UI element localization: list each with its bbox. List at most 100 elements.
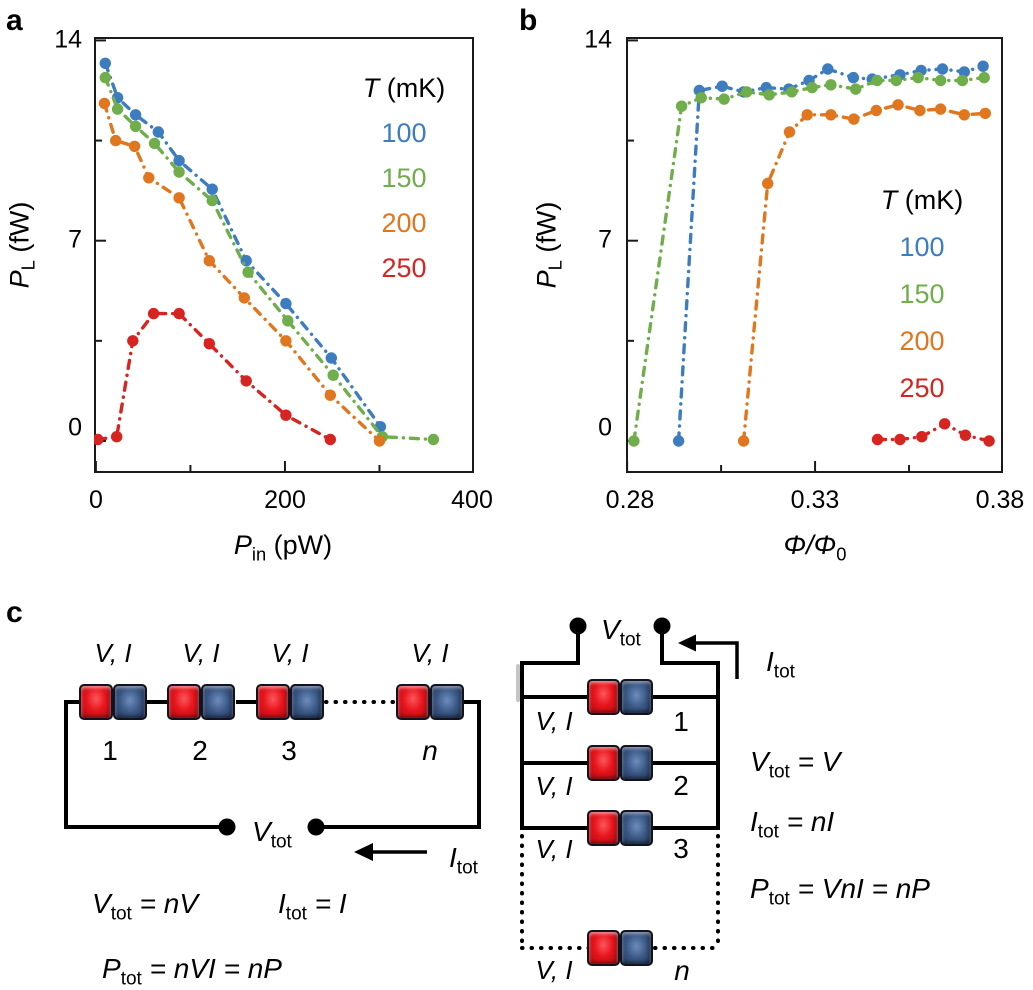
parallel-left-rail <box>520 626 580 830</box>
data-point-150 <box>628 435 640 447</box>
series-number-1: 1 <box>102 735 118 766</box>
parallel-right-rail <box>660 626 720 830</box>
data-point-100 <box>822 63 834 75</box>
panel-a-ytick-0: 0 <box>68 413 82 442</box>
data-point-200 <box>848 113 860 125</box>
panel-c-label: c <box>6 596 23 629</box>
data-point-250 <box>916 431 928 443</box>
panel-a-xtick-200: 200 <box>264 486 306 514</box>
data-point-200 <box>128 140 141 152</box>
panel-b-ytick-14: 14 <box>584 25 612 54</box>
data-point-150 <box>695 92 707 104</box>
panel-b-ytick-7: 7 <box>598 225 612 254</box>
circuit-wiring <box>64 617 739 950</box>
scrollbar-thumb[interactable] <box>516 664 520 702</box>
data-point-200 <box>892 99 904 111</box>
parallel-equation-ptot: Ptot = VnI = nP <box>750 873 930 910</box>
data-point-200 <box>98 97 111 110</box>
panel-b-plot <box>626 37 1003 473</box>
legend-item-150: 150 <box>381 163 427 193</box>
data-point-150 <box>173 166 185 178</box>
panel-a-xtick-0: 0 <box>89 486 103 514</box>
data-point-250 <box>173 307 185 320</box>
data-point-150 <box>242 266 254 278</box>
data-point-150 <box>912 71 924 84</box>
panel-a-plot <box>94 37 474 473</box>
data-point-250 <box>203 338 215 350</box>
data-point-150 <box>763 89 775 101</box>
panel-b-xtick-028: 0.28 <box>605 486 655 514</box>
panel-a-ytick-7: 7 <box>68 225 82 254</box>
data-point-150 <box>148 137 161 150</box>
panel-b-xtick-033: 0.33 <box>790 486 840 514</box>
data-point-250 <box>280 409 292 421</box>
parallel-number-1: 1 <box>673 706 689 737</box>
device-blue-square <box>620 745 653 781</box>
data-point-100 <box>847 71 860 84</box>
legend-item-250: 250 <box>381 253 427 283</box>
parallel-number-3: 3 <box>673 833 689 864</box>
parallel-vi-label-1: V, I <box>535 706 573 736</box>
data-point-250 <box>939 418 951 430</box>
data-point-200 <box>958 109 970 121</box>
panel-a-ytick-14: 14 <box>54 25 82 54</box>
legend-title: T (mK) <box>880 185 964 215</box>
legend-item-200: 200 <box>381 208 427 238</box>
data-point-150 <box>741 86 753 98</box>
data-point-150 <box>718 93 730 105</box>
data-point-150 <box>327 369 339 381</box>
data-point-250 <box>111 431 123 443</box>
data-point-150 <box>99 71 111 84</box>
data-point-150 <box>934 74 947 87</box>
data-point-100 <box>280 297 292 310</box>
data-point-100 <box>716 80 728 92</box>
data-point-200 <box>737 435 750 447</box>
series-right-wire <box>316 700 481 829</box>
panel-a-label: a <box>6 4 23 37</box>
legend-item-150: 150 <box>899 279 945 309</box>
data-point-100 <box>240 255 252 267</box>
panel-b-label: b <box>519 4 538 37</box>
parallel-itot-label: Itot <box>766 646 795 683</box>
parallel-current-arrow-shaft <box>693 641 739 679</box>
data-point-200 <box>801 109 813 121</box>
data-point-100 <box>977 60 989 72</box>
data-point-200 <box>203 255 215 267</box>
data-point-100 <box>152 126 164 138</box>
device-red-square <box>396 684 430 720</box>
device-blue-square <box>113 684 147 720</box>
device-red-square <box>587 930 620 966</box>
data-point-100 <box>173 154 185 167</box>
legend-item-100: 100 <box>381 118 427 148</box>
data-point-200 <box>914 104 926 117</box>
parallel-number-n: n <box>674 955 690 986</box>
series-line-200 <box>102 101 382 443</box>
data-point-150 <box>806 81 818 94</box>
series-terminal-right <box>307 818 325 836</box>
data-point-150 <box>427 433 440 446</box>
series-vi-label-n: V, I <box>411 638 449 668</box>
panel-b-legend: T (mK) 100 150 200 250 <box>881 185 963 404</box>
parallel-current-arrow-head <box>678 634 696 652</box>
parallel-vi-label-2: V, I <box>535 771 573 801</box>
data-point-200 <box>173 192 185 204</box>
data-point-200 <box>934 103 947 115</box>
data-point-250 <box>147 307 160 320</box>
device-red-square <box>587 679 620 715</box>
data-point-150 <box>675 100 688 112</box>
legend-item-200: 200 <box>899 326 945 356</box>
data-point-150 <box>825 79 837 91</box>
data-point-200 <box>143 172 155 184</box>
data-point-200 <box>825 109 837 121</box>
series-line-250 <box>96 311 332 442</box>
device-red-square <box>167 684 201 720</box>
data-point-250 <box>894 433 906 446</box>
series-vtot-label: Vtot <box>252 816 292 853</box>
legend-title: T (mK) <box>362 73 446 103</box>
data-point-150 <box>850 83 862 95</box>
series-itot-label: Itot <box>449 842 478 879</box>
panel-a-x-axis-title: Pin (pW) <box>233 530 333 565</box>
series-equation-itot: Itot = I <box>278 888 347 925</box>
parallel-vi-label-3: V, I <box>535 834 573 864</box>
